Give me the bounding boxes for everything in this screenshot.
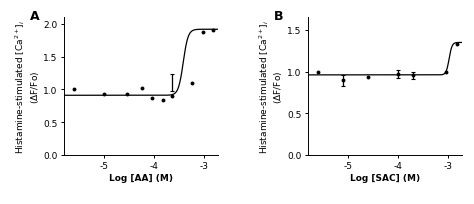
Point — [314, 71, 322, 74]
Point — [409, 74, 417, 78]
X-axis label: Log [SAC] (M): Log [SAC] (M) — [350, 173, 420, 182]
Point — [138, 87, 146, 90]
Point — [339, 79, 346, 83]
Text: B: B — [274, 10, 283, 23]
Point — [453, 43, 461, 47]
Y-axis label: Histamine-stimulated [Ca$^{2+}$]$_i$
($\Delta$F/Fo): Histamine-stimulated [Ca$^{2+}$]$_i$ ($\… — [13, 20, 41, 154]
Point — [70, 88, 78, 92]
Point — [200, 32, 207, 35]
Point — [123, 93, 130, 96]
Point — [188, 82, 196, 85]
Point — [394, 73, 402, 76]
Point — [210, 29, 217, 32]
Point — [442, 71, 449, 74]
Point — [364, 76, 372, 80]
Point — [168, 95, 175, 98]
Text: A: A — [30, 10, 40, 23]
X-axis label: Log [AA] (M): Log [AA] (M) — [109, 173, 173, 182]
Point — [100, 93, 108, 96]
Point — [159, 99, 167, 102]
Y-axis label: Histamine-stimulated [Ca$^{2+}$]$_i$
($\Delta$F/Fo): Histamine-stimulated [Ca$^{2+}$]$_i$ ($\… — [257, 20, 284, 154]
Point — [148, 97, 155, 100]
